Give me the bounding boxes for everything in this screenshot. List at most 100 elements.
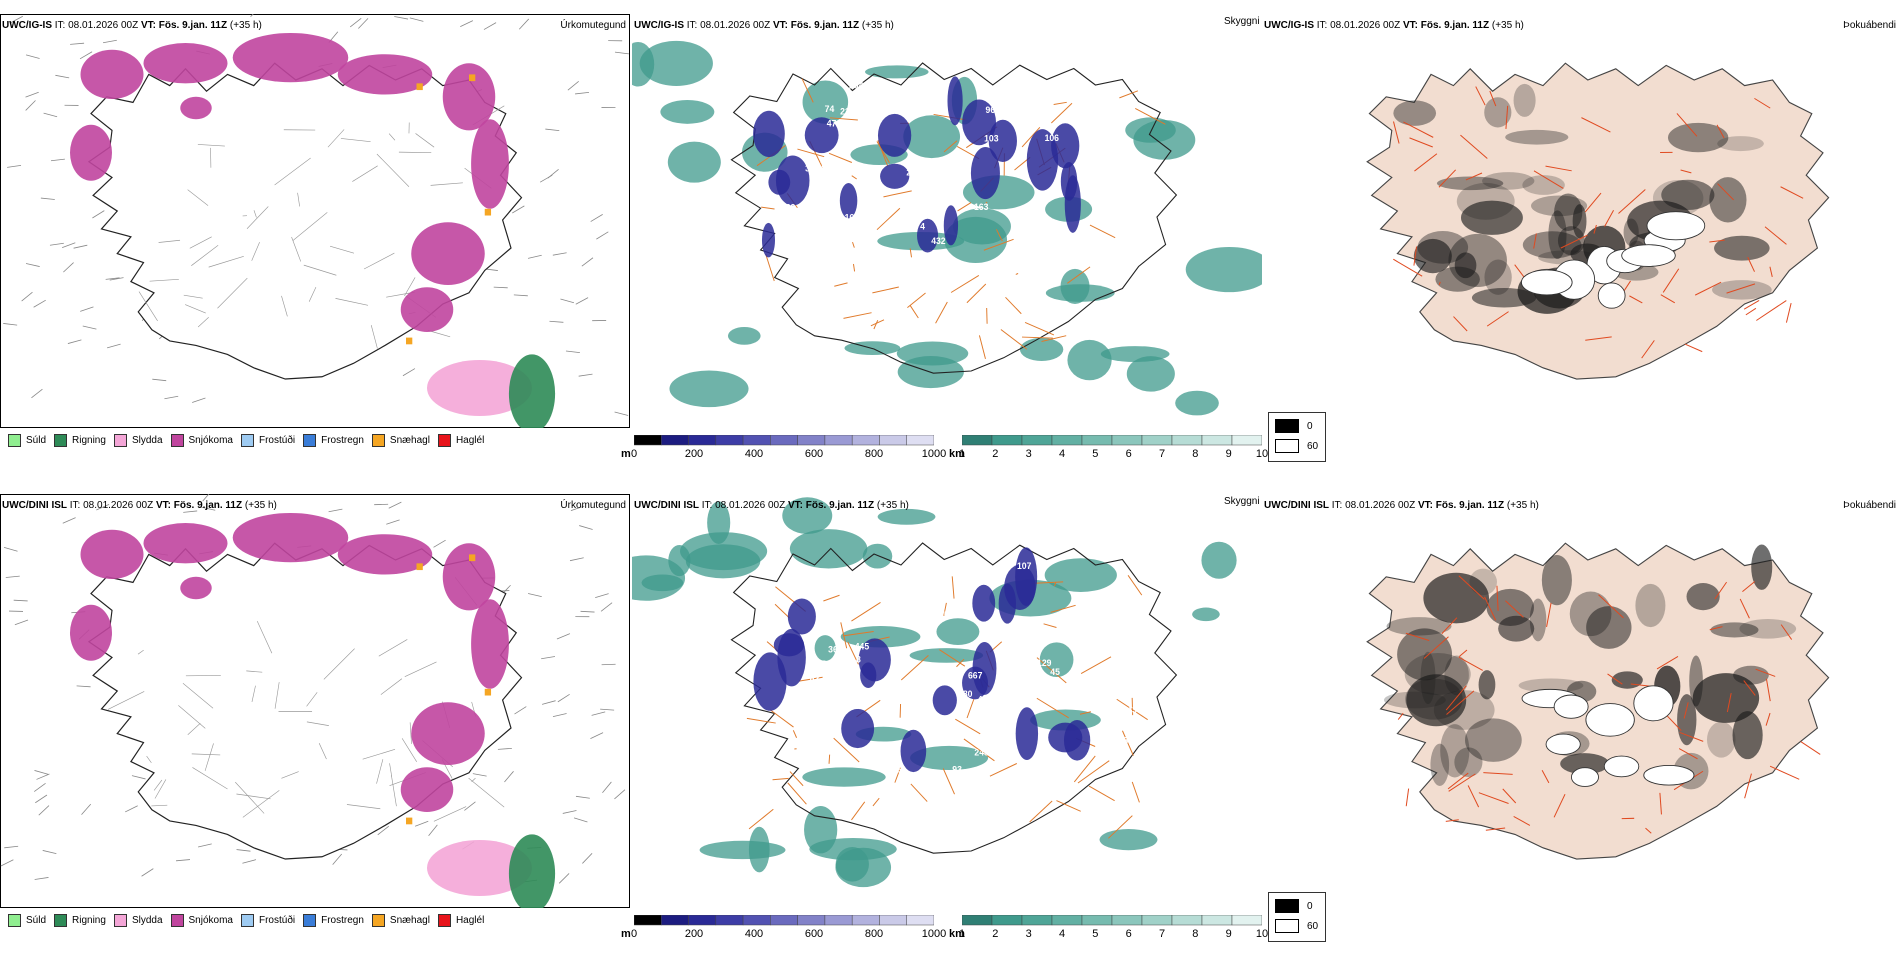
road-line bbox=[1685, 344, 1702, 352]
precip-type-map[interactable] bbox=[0, 14, 630, 428]
wind-barb bbox=[176, 860, 190, 861]
ceiling-height-label: 107 bbox=[1017, 561, 1032, 571]
colorbar-segment bbox=[1052, 915, 1082, 925]
colorbar-segment bbox=[852, 435, 879, 445]
colorbar-segment bbox=[1232, 435, 1262, 445]
ceiling-height-label: 949 bbox=[1008, 265, 1023, 275]
colorbar-unit: m bbox=[621, 448, 631, 460]
fog-area bbox=[1714, 236, 1770, 261]
colorbar-tick: 400 bbox=[745, 448, 763, 460]
fog-area bbox=[1505, 130, 1568, 145]
glacier-outline bbox=[1586, 704, 1634, 737]
colorbar-segment bbox=[770, 435, 797, 445]
ice-pellet-spot bbox=[406, 338, 412, 345]
legend-label: Snjókoma bbox=[189, 915, 233, 926]
road-line bbox=[790, 772, 803, 786]
colorbar-segment bbox=[852, 915, 879, 925]
road-line bbox=[775, 604, 789, 618]
legend-label: Slydda bbox=[132, 435, 163, 446]
ceiling-height-label: 189 bbox=[817, 184, 832, 194]
wind-barb bbox=[70, 43, 84, 44]
fog-area bbox=[1733, 666, 1769, 685]
ice-pellet-spot bbox=[406, 818, 412, 825]
low-visibility-area bbox=[1186, 247, 1262, 292]
road-line bbox=[851, 602, 880, 621]
ceiling-height-label: 93 bbox=[806, 282, 816, 292]
fog-area bbox=[1717, 136, 1764, 151]
legend-label: Frostúði bbox=[259, 915, 295, 926]
low-ceiling-area bbox=[944, 205, 958, 245]
low-ceiling-area bbox=[1048, 723, 1082, 753]
ceiling-height-label: 127 bbox=[1118, 774, 1133, 784]
ceiling-height-label: 28 bbox=[983, 724, 993, 734]
wind-barb bbox=[473, 774, 487, 777]
colorbar-segment bbox=[1142, 915, 1172, 925]
wind-barb bbox=[601, 603, 612, 612]
colorbar-strip bbox=[634, 435, 934, 447]
legend-swatch bbox=[114, 434, 127, 447]
fog-area bbox=[1739, 619, 1796, 639]
legend-swatch bbox=[171, 914, 184, 927]
road-line bbox=[907, 293, 925, 308]
fog-map[interactable] bbox=[1262, 494, 1900, 908]
legend-label: Súld bbox=[26, 915, 46, 926]
colorbar-tick: 1 bbox=[959, 448, 965, 460]
colorbar-segment bbox=[1202, 435, 1232, 445]
rain-area bbox=[509, 354, 555, 428]
legend-swatch bbox=[372, 434, 385, 447]
wind-barb bbox=[464, 802, 475, 811]
ceiling-height-label: 441 bbox=[978, 695, 993, 705]
wind-barb bbox=[600, 709, 614, 710]
wind-barb bbox=[514, 295, 528, 296]
colorbar-segment bbox=[770, 915, 797, 925]
wind-barb bbox=[26, 55, 40, 59]
ceiling-height-label: 74 bbox=[825, 104, 835, 114]
fog-area bbox=[1530, 599, 1547, 642]
road-line bbox=[852, 176, 857, 179]
ceiling-height-label: 4 bbox=[920, 222, 925, 232]
road-line bbox=[910, 305, 918, 318]
fog-map[interactable] bbox=[1262, 14, 1900, 428]
snow-area bbox=[471, 119, 509, 209]
road-line bbox=[823, 595, 839, 601]
colorbar-tick: 0 bbox=[631, 448, 637, 460]
colorbar-tick: 800 bbox=[865, 448, 883, 460]
wind-barb bbox=[242, 860, 256, 864]
snow-area bbox=[411, 702, 485, 765]
ceiling-height-label: 168 bbox=[1114, 735, 1129, 745]
fog-panel-top: UWC/IG-IS IT: 08.01.2026 00Z VT: Fös. 9.… bbox=[1262, 14, 1900, 484]
wind-barb bbox=[568, 81, 579, 90]
ceiling-height-label: 93 bbox=[952, 764, 962, 774]
road-line bbox=[1090, 225, 1115, 238]
fog-legend-low: 0 bbox=[1307, 901, 1313, 912]
visibility-map[interactable]: 2881651701891603172541301631036221016289… bbox=[632, 14, 1262, 428]
ceiling-height-label: 170 bbox=[1029, 200, 1044, 210]
glacier-outline bbox=[1604, 756, 1639, 777]
fog-area bbox=[1661, 180, 1714, 210]
road-line bbox=[829, 755, 830, 764]
panel-type-label: Þokuábendi bbox=[1843, 500, 1896, 511]
glacier-outline bbox=[1571, 768, 1598, 787]
wind-barb bbox=[350, 18, 361, 27]
road-line bbox=[472, 778, 476, 782]
wind-barb bbox=[34, 770, 47, 774]
wind-barb bbox=[1, 860, 14, 866]
fog-area bbox=[1457, 183, 1515, 220]
iceland-outline bbox=[1367, 543, 1828, 859]
ceiling-height-label: 254 bbox=[1041, 301, 1056, 311]
snow-area bbox=[471, 599, 509, 689]
wind-barb bbox=[333, 854, 342, 865]
wind-barb bbox=[125, 806, 138, 812]
colorbar-segment bbox=[907, 435, 934, 445]
rain-area bbox=[509, 834, 555, 908]
precip-type-map[interactable] bbox=[0, 494, 630, 908]
wind-barb bbox=[553, 253, 567, 255]
colorbar-segment bbox=[1172, 435, 1202, 445]
ceiling-height-label: 138 bbox=[1105, 151, 1120, 161]
wind-barb bbox=[560, 299, 573, 303]
wind-barb bbox=[553, 714, 567, 717]
fog-area bbox=[1397, 628, 1452, 680]
low-ceiling-area bbox=[880, 164, 909, 189]
